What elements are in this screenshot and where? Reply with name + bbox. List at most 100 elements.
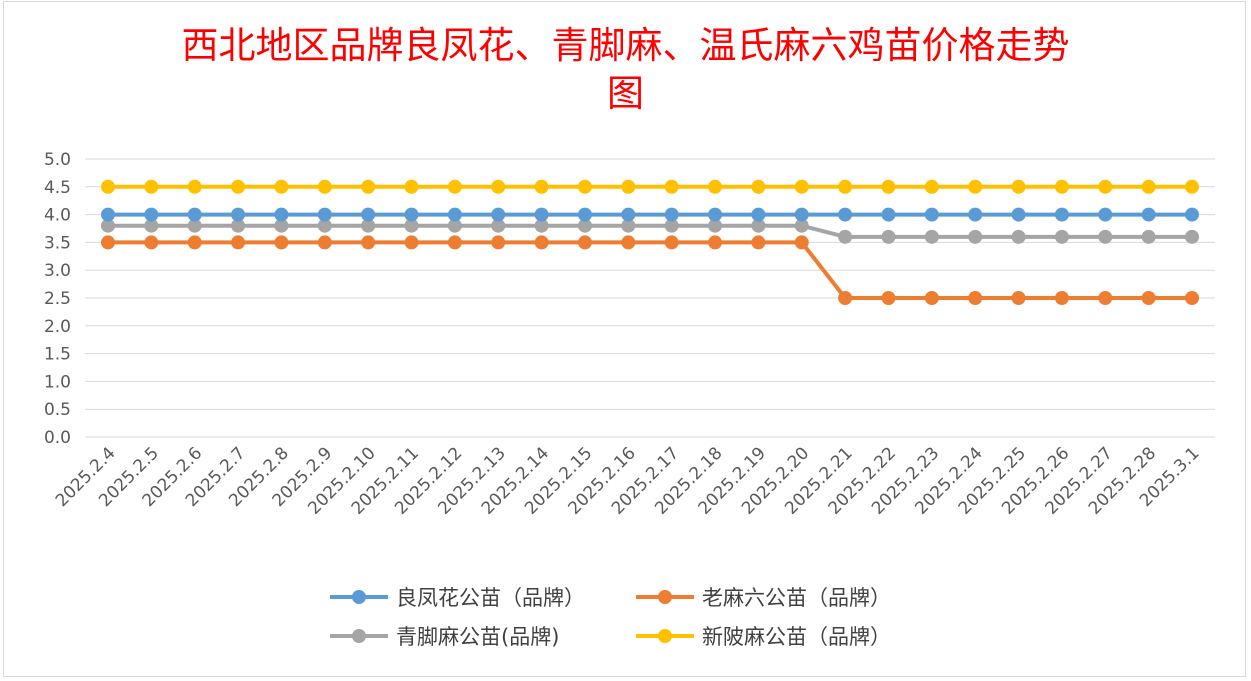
legend-entry: 良凤花公苗（品牌） (330, 586, 585, 610)
data-point (968, 291, 983, 305)
data-point (1141, 291, 1156, 305)
series-3 (101, 179, 1199, 194)
data-point (404, 235, 419, 250)
data-point (274, 179, 289, 194)
data-point (1185, 291, 1199, 305)
data-point (881, 229, 896, 244)
data-point (447, 218, 462, 233)
y-tick-label: 1.5 (44, 345, 71, 365)
data-point (621, 179, 636, 194)
data-point (664, 207, 679, 222)
series-line (108, 240, 1192, 300)
data-point (881, 207, 896, 222)
chart-title-line1: 西北地区品牌良凤花、青脚麻、温氏麻六鸡苗价格走势 (181, 24, 1070, 67)
y-tick-label: 2.5 (44, 289, 71, 309)
data-point (708, 179, 723, 194)
data-point (708, 235, 723, 250)
legend-label: 良凤花公苗（品牌） (396, 586, 585, 610)
data-point (621, 218, 636, 233)
data-point (838, 229, 853, 244)
data-point (577, 218, 592, 233)
data-point (924, 207, 939, 222)
data-point (881, 179, 896, 194)
data-point (968, 179, 983, 194)
data-point (751, 218, 766, 233)
data-point (621, 207, 636, 222)
data-point (1054, 291, 1069, 305)
data-point (1141, 229, 1156, 244)
data-point (751, 235, 766, 250)
data-point (144, 179, 159, 194)
y-tick-label: 0.0 (44, 428, 71, 448)
data-point (534, 235, 549, 250)
legend-label: 新陂麻公苗（品牌） (702, 625, 891, 649)
legend-swatch-marker (352, 590, 366, 604)
legend-entry: 老麻六公苗（品牌） (636, 586, 891, 610)
data-point (751, 207, 766, 222)
data-point (794, 235, 809, 250)
data-point (664, 179, 679, 194)
series-group (101, 179, 1199, 305)
data-point (491, 207, 506, 222)
data-point (361, 207, 376, 222)
data-point (1011, 229, 1026, 244)
data-point (361, 218, 376, 233)
data-point (101, 179, 115, 194)
legend-swatch-marker (352, 629, 366, 643)
data-point (187, 207, 202, 222)
data-point (187, 179, 202, 194)
data-point (1098, 207, 1113, 222)
chart-title-line2: 图 (607, 72, 644, 115)
data-point (231, 218, 246, 233)
data-point (968, 207, 983, 222)
y-tick-label: 4.5 (44, 178, 71, 198)
data-point (924, 229, 939, 244)
data-point (317, 207, 332, 222)
legend-label: 青脚麻公苗(品牌) (396, 625, 559, 649)
data-point (101, 235, 115, 250)
chart-frame (3, 1, 1246, 677)
data-point (1141, 207, 1156, 222)
data-point (491, 179, 506, 194)
x-axis: 2025.2.42025.2.52025.2.62025.2.72025.2.8… (52, 443, 1204, 518)
data-point (577, 207, 592, 222)
y-tick-label: 0.5 (44, 400, 71, 420)
legend: 良凤花公苗（品牌） 老麻六公苗（品牌） 青脚麻公苗(品牌) 新陂麻公苗（品牌） (330, 586, 891, 649)
data-point (404, 179, 419, 194)
data-point (1098, 291, 1113, 305)
data-point (144, 235, 159, 250)
legend-swatch-marker (658, 629, 672, 643)
y-tick-label: 5.0 (44, 150, 71, 170)
data-point (534, 179, 549, 194)
data-point (144, 218, 159, 233)
data-point (577, 179, 592, 194)
data-point (838, 207, 853, 222)
data-point (577, 235, 592, 250)
data-point (1185, 179, 1199, 194)
y-axis: 0.0 0.5 1.0 1.5 2.0 2.5 3.0 3.5 4.0 4.5 5.0 (44, 150, 71, 448)
data-point (664, 218, 679, 233)
data-point (447, 207, 462, 222)
data-point (708, 218, 723, 233)
data-point (101, 207, 115, 222)
data-point (491, 218, 506, 233)
data-point (361, 179, 376, 194)
data-point (274, 235, 289, 250)
data-point (231, 179, 246, 194)
data-point (317, 235, 332, 250)
data-point (838, 291, 853, 305)
data-point (794, 218, 809, 233)
data-point (1185, 207, 1199, 222)
data-point (491, 235, 506, 250)
data-point (1141, 179, 1156, 194)
data-point (708, 207, 723, 222)
data-point (1054, 179, 1069, 194)
data-point (751, 179, 766, 194)
y-tick-label: 4.0 (44, 206, 71, 226)
series-line (108, 223, 1192, 239)
data-point (968, 229, 983, 244)
y-tick-label: 2.0 (44, 317, 71, 337)
data-point (1098, 229, 1113, 244)
data-point (1098, 179, 1113, 194)
